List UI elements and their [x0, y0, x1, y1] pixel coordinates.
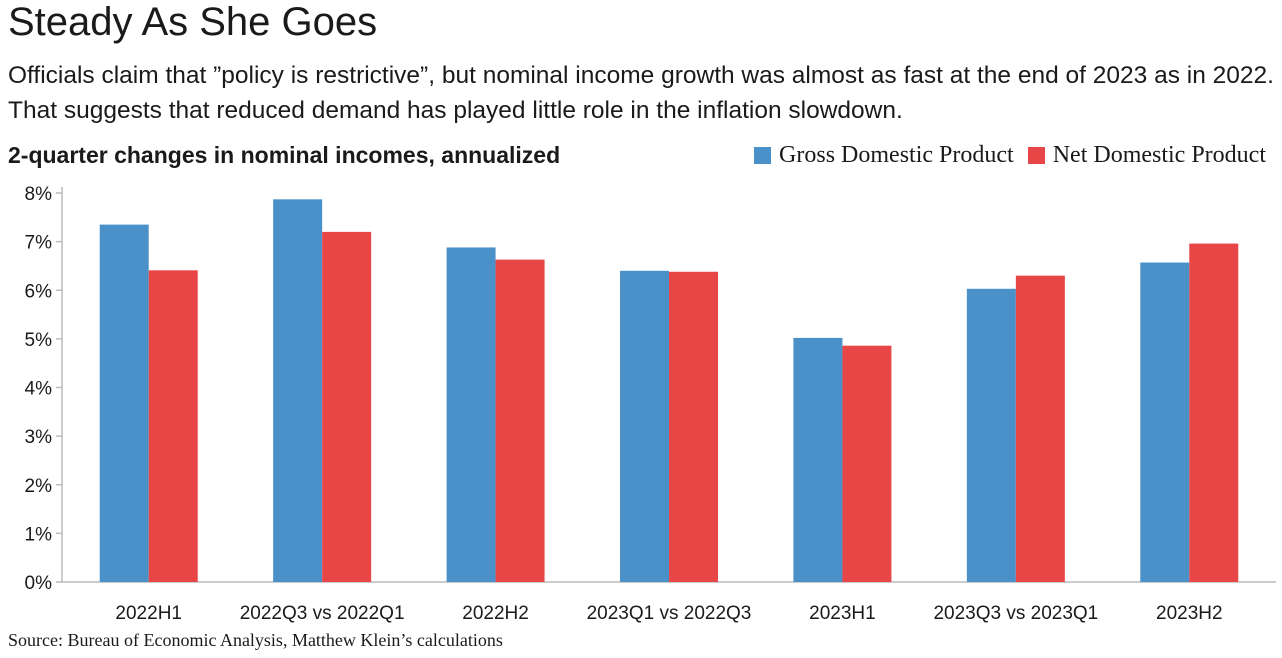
legend-swatch-ndp — [1027, 147, 1045, 164]
x-tick-label: 2023H2 — [1156, 603, 1223, 624]
bar-ndp — [1189, 243, 1239, 582]
y-tick-label: 8% — [25, 184, 53, 205]
y-tick-label: 3% — [25, 427, 53, 448]
x-tick-label: 2023Q1 vs 2022Q3 — [587, 603, 752, 624]
y-tick-label: 0% — [25, 573, 53, 594]
bar-chart: 0% 1% 2% 3% 4% 5% 6% 7% 8% 2022H1 2022Q3 vs 2022Q1… — [25, 184, 1276, 624]
y-tick-label: 1% — [25, 524, 53, 545]
bar-ndp — [669, 271, 718, 582]
bar-gdp — [620, 270, 669, 582]
y-tick-label: 6% — [25, 281, 53, 302]
y-tick-label: 5% — [25, 330, 53, 351]
legend: Gross Domestic Product Net Domestic Prod… — [740, 142, 1266, 169]
x-tick-label: 2022H2 — [462, 603, 529, 624]
bar-gdp — [446, 247, 496, 582]
bar-ndp — [148, 270, 198, 582]
bar-gdp — [1140, 262, 1190, 582]
legend-item-gdp: Gross Domestic Product — [754, 142, 1014, 169]
bar-ndp — [842, 345, 892, 582]
bar-gdp — [793, 337, 843, 582]
y-tick-label: 4% — [25, 379, 53, 400]
source-note: Source: Bureau of Economic Analysis, Mat… — [8, 630, 503, 650]
legend-item-ndp: Net Domestic Product — [1027, 142, 1266, 169]
chart-title: Steady As She Goes — [8, 0, 378, 44]
legend-label-ndp: Net Domestic Product — [1052, 142, 1266, 168]
chart-label: 2-quarter changes in nominal incomes, an… — [8, 142, 561, 168]
bar-ndp — [1015, 275, 1065, 582]
bar-ndp — [495, 259, 545, 582]
legend-swatch-gdp — [754, 147, 772, 164]
bar-ndp — [322, 231, 372, 582]
x-tick-label: 2022H1 — [115, 603, 182, 624]
y-tick-label: 7% — [25, 233, 53, 254]
x-tick-label: 2023Q3 vs 2023Q1 — [933, 603, 1098, 624]
bar-gdp — [966, 288, 1016, 582]
bar-gdp — [273, 199, 323, 583]
x-tick-label: 2022Q3 vs 2022Q1 — [240, 603, 405, 624]
y-tick-label: 2% — [25, 476, 53, 497]
chart-subtitle: Officials claim that ”policy is restrict… — [8, 62, 1274, 124]
x-tick-label: 2023H1 — [809, 603, 876, 624]
legend-label-gdp: Gross Domestic Product — [779, 142, 1014, 168]
bar-gdp — [99, 224, 149, 582]
